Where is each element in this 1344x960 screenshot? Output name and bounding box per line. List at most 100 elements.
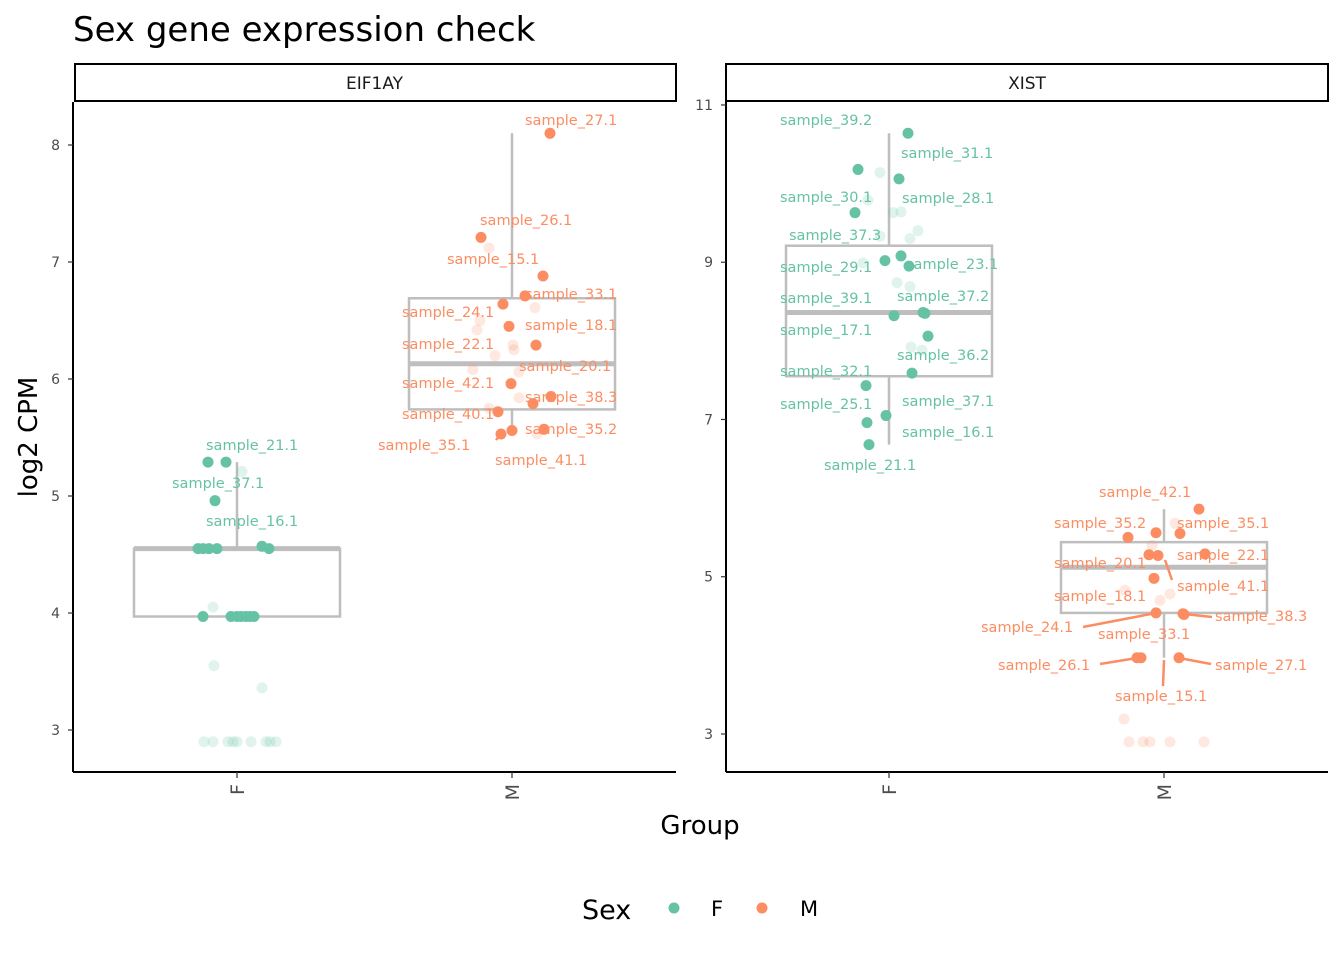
point-label: sample_18.1 — [1054, 589, 1146, 605]
data-point — [475, 231, 487, 243]
label-leader-line — [1163, 559, 1174, 581]
y-tick-label: 7 — [704, 412, 713, 428]
box-iqr — [1059, 540, 1269, 615]
x-tick-label: M — [502, 784, 524, 800]
faded-point — [471, 324, 483, 336]
data-point — [1135, 652, 1147, 664]
faded-point — [222, 736, 234, 748]
data-point — [211, 543, 223, 555]
point-label: sample_35.2 — [1054, 516, 1146, 532]
point-label: sample_15.1 — [447, 252, 539, 268]
data-point — [879, 255, 891, 267]
point-label: sample_27.1 — [525, 113, 617, 129]
faded-point — [256, 682, 268, 694]
point-label: sample_20.1 — [1054, 556, 1146, 572]
facet-strip — [74, 63, 677, 102]
faded-point — [887, 207, 899, 219]
data-point — [203, 543, 215, 555]
faded-point — [912, 225, 924, 237]
point-label: sample_20.1 — [519, 359, 611, 375]
data-point — [197, 611, 209, 623]
data-point — [1122, 531, 1134, 543]
point-label: sample_17.1 — [780, 323, 872, 339]
data-point — [902, 127, 914, 139]
data-point — [538, 423, 550, 435]
y-tick-label: 3 — [704, 727, 713, 743]
point-label: sample_37.1 — [902, 394, 994, 410]
faded-point — [895, 206, 907, 218]
point-label: sample_26.1 — [998, 658, 1090, 674]
data-point — [202, 456, 214, 468]
point-label: sample_37.1 — [172, 476, 264, 492]
faded-point — [198, 736, 210, 748]
legend-key-m — [756, 902, 768, 914]
data-point — [880, 410, 892, 422]
faded-point — [474, 315, 486, 326]
y-tick-label: 9 — [704, 255, 713, 271]
faded-point — [207, 736, 219, 748]
y-tick-label: 5 — [51, 489, 60, 505]
faded-point — [1146, 539, 1158, 551]
point-label: sample_23.1 — [906, 257, 998, 273]
facet-label: XIST — [1008, 74, 1046, 94]
faded-point — [874, 167, 886, 179]
faded-point — [260, 736, 272, 748]
x-tick-label: F — [227, 784, 249, 795]
data-point — [492, 406, 504, 418]
point-label: sample_28.1 — [902, 191, 994, 207]
data-point — [852, 163, 864, 175]
data-point — [922, 330, 934, 342]
y-axis-label: log2 CPM — [14, 377, 44, 498]
point-label: sample_42.1 — [402, 376, 494, 392]
data-point — [256, 540, 268, 552]
data-point — [495, 428, 507, 440]
faded-point — [483, 402, 495, 414]
point-label: sample_38.3 — [525, 390, 617, 406]
point-label: sample_21.1 — [206, 438, 298, 454]
data-point — [545, 391, 557, 403]
data-point — [1174, 527, 1186, 539]
faded-point — [904, 233, 916, 245]
faded-point — [513, 366, 525, 378]
faded-point — [916, 344, 928, 356]
facet-strip — [725, 63, 1329, 102]
faded-point — [857, 257, 869, 269]
label-leader-line — [1099, 656, 1138, 666]
faded-point — [264, 736, 276, 748]
chart-title: Sex gene expression check — [73, 10, 536, 50]
point-label: sample_30.1 — [780, 190, 872, 206]
point-label: sample_33.1 — [1098, 627, 1190, 643]
faded-point — [1137, 736, 1149, 748]
faded-point — [1164, 736, 1176, 748]
legend-key-f — [668, 902, 680, 914]
y-tick-label: 11 — [695, 98, 713, 114]
data-point — [1193, 503, 1205, 515]
point-label: sample_37.2 — [897, 289, 989, 305]
point-label: sample_27.1 — [1215, 658, 1307, 674]
data-point — [530, 339, 542, 351]
faded-point — [891, 277, 903, 289]
point-label: sample_39.1 — [780, 291, 872, 307]
data-point — [863, 439, 875, 451]
boxplot-f — [784, 133, 994, 445]
box-iqr — [407, 297, 617, 411]
data-point — [1150, 607, 1162, 619]
point-label: sample_24.1 — [981, 620, 1073, 636]
data-point — [861, 417, 873, 429]
point-label: sample_35.1 — [1177, 516, 1269, 532]
data-point — [860, 380, 872, 392]
point-label: sample_16.1 — [206, 514, 298, 530]
point-label: sample_35.1 — [378, 438, 470, 454]
faded-point — [904, 281, 916, 293]
faded-point — [874, 230, 886, 242]
data-point — [906, 367, 918, 379]
point-label: sample_42.1 — [1099, 485, 1191, 501]
point-label: sample_29.1 — [780, 260, 872, 276]
faded-point — [270, 736, 282, 748]
data-point — [503, 320, 515, 332]
point-label: sample_24.1 — [402, 305, 494, 321]
point-label: sample_37.3 — [789, 228, 881, 244]
point-label: sample_38.3 — [1215, 609, 1307, 625]
